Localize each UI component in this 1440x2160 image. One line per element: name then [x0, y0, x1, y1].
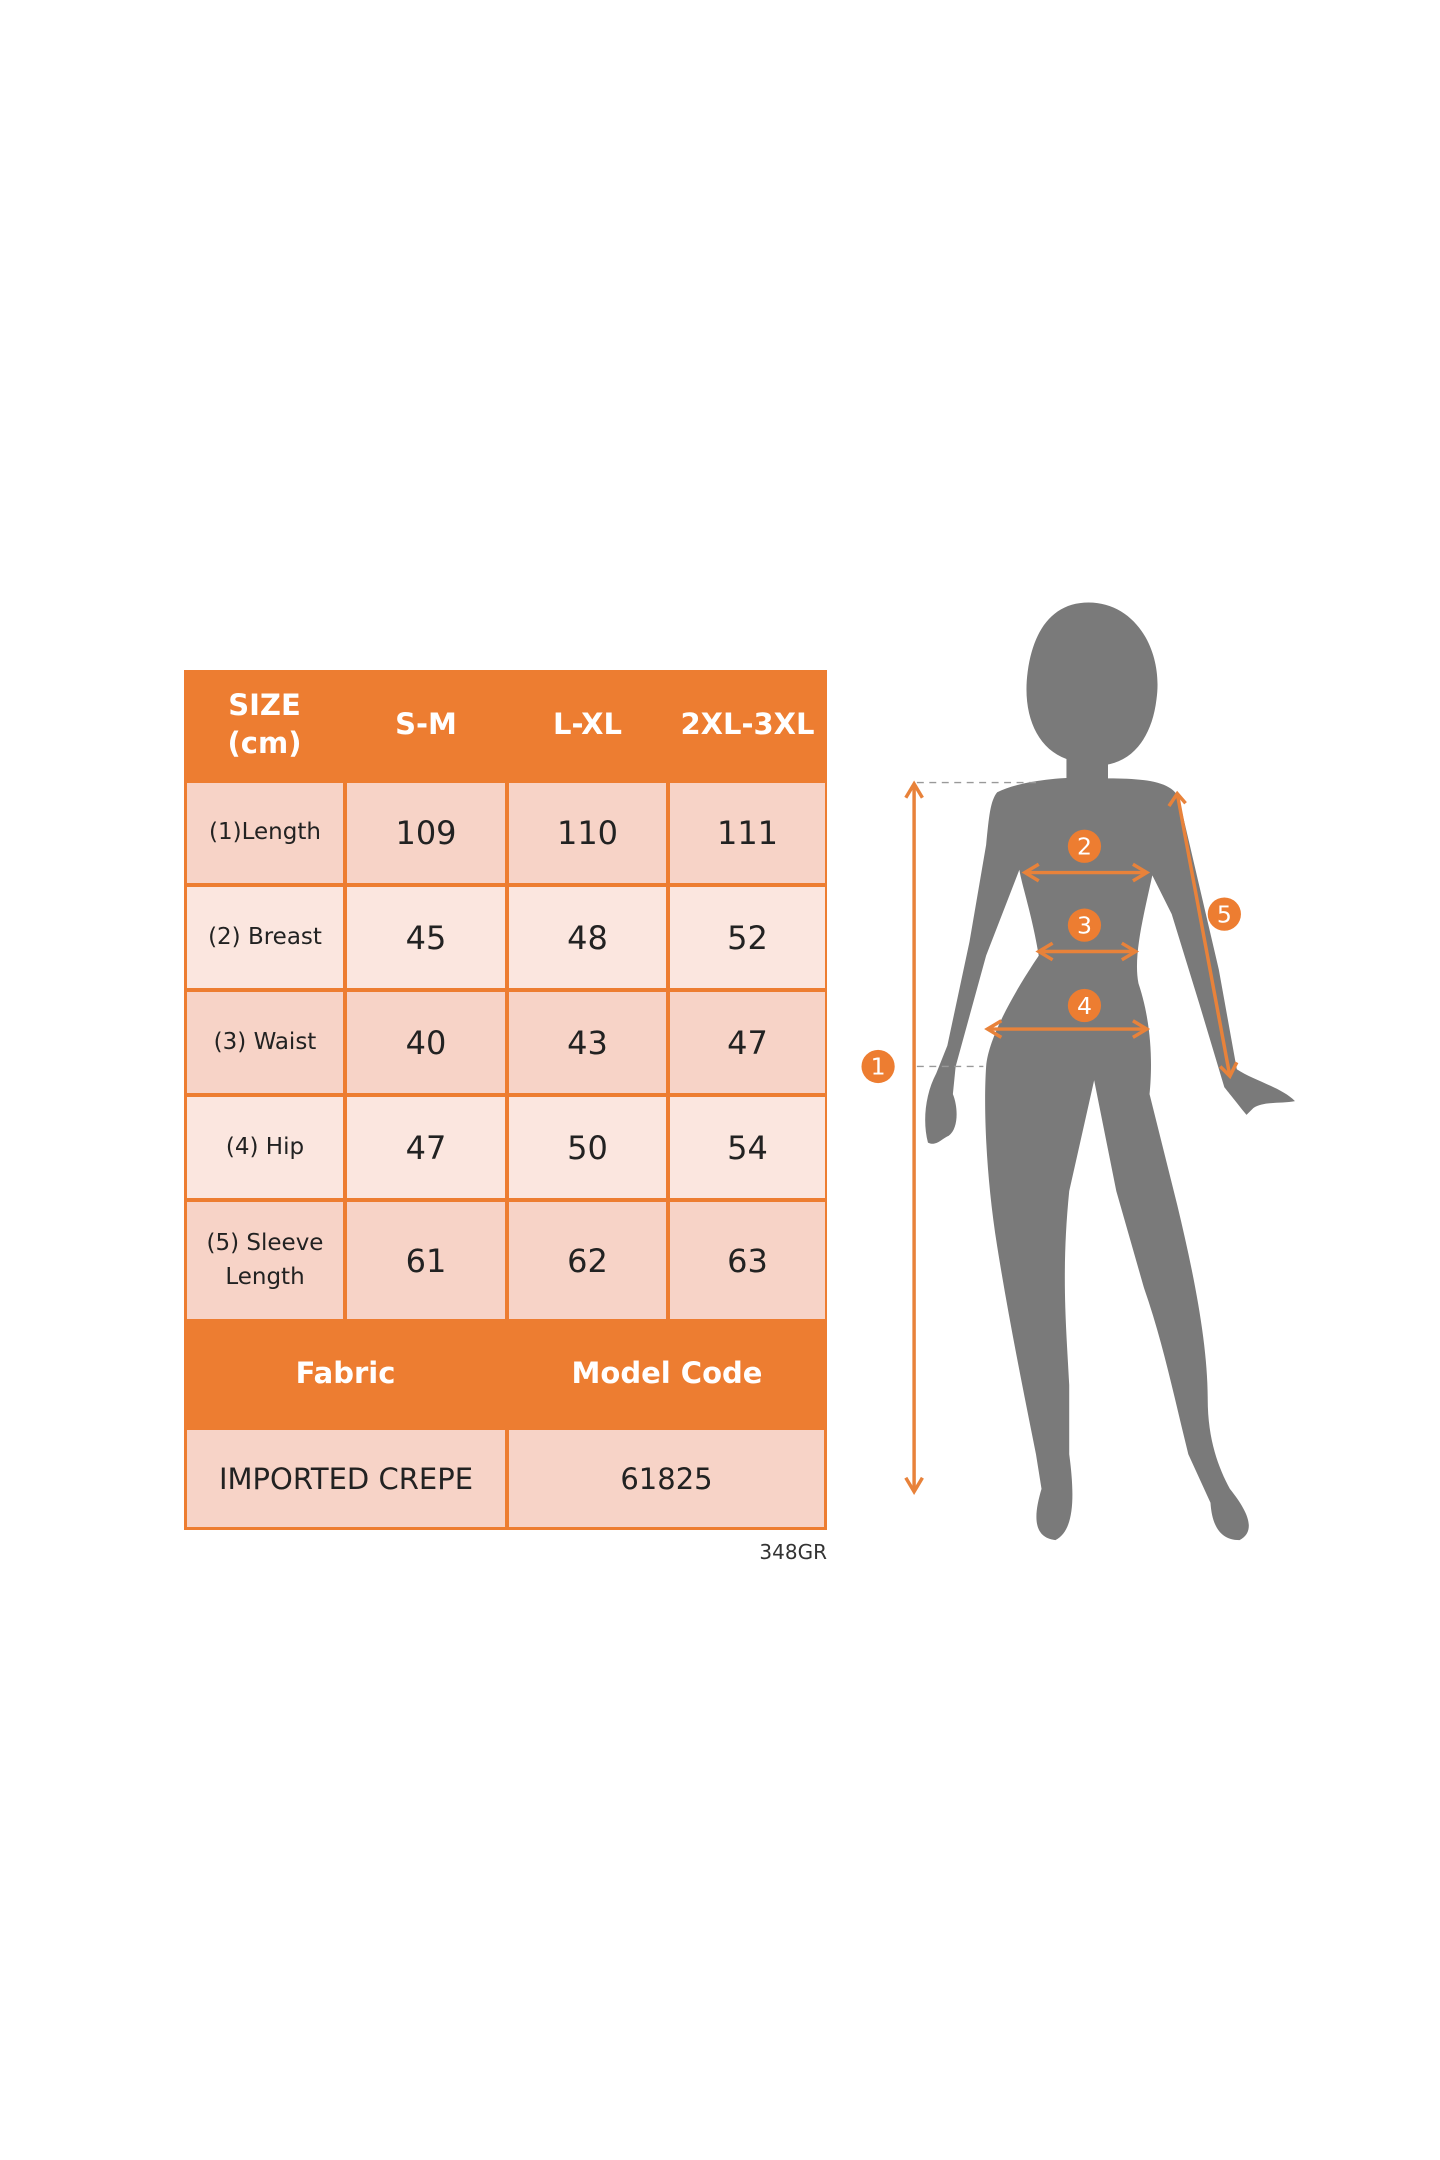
table-cell: 52	[670, 887, 825, 988]
column-header: L-XL	[553, 707, 622, 742]
table-cell: 109	[347, 783, 505, 883]
row-label: (4) Hip	[187, 1097, 343, 1198]
table-cell: 50	[509, 1097, 666, 1198]
table-cell: 62	[509, 1202, 666, 1319]
row-label: (3) Waist	[187, 992, 343, 1093]
column-header: SIZE (cm)	[227, 688, 302, 760]
row-label: (2) Breast	[187, 887, 343, 988]
table-cell: 63	[670, 1202, 825, 1319]
fabric-header: Fabric	[295, 1355, 396, 1390]
marker-circle-4	[1067, 988, 1102, 1023]
model-code-value: 61825	[509, 1430, 824, 1527]
marker-circle-1	[861, 1049, 895, 1084]
marker-label: 2	[1077, 833, 1092, 861]
measure-lines	[904, 780, 1239, 1496]
marker-circle-5	[1207, 897, 1241, 931]
table-cell: 111	[670, 783, 825, 883]
table-cell: 45	[347, 887, 505, 988]
column-header: 2XL-3XL	[680, 707, 815, 742]
marker-circle-3	[1067, 908, 1102, 942]
table-cell: 110	[509, 783, 666, 883]
marker-label: 3	[1077, 911, 1092, 939]
table-cell: 48	[509, 887, 666, 988]
row-label: (5) Sleeve Length	[187, 1202, 343, 1319]
table-cell: 61	[347, 1202, 505, 1319]
guide-lines	[916, 781, 1042, 1068]
marker-circle-2	[1067, 829, 1102, 863]
table-cell: 47	[670, 992, 825, 1093]
row-label: (1)Length	[187, 783, 343, 883]
model-code-header: Model Code	[571, 1355, 763, 1390]
silhouette	[925, 602, 1295, 1541]
fabric-value: IMPORTED CREPE	[187, 1430, 505, 1527]
product-code: 348GR	[759, 1540, 827, 1564]
marker-label: 4	[1077, 992, 1092, 1020]
table-cell: 43	[509, 992, 666, 1093]
size-chart-table: SIZE (cm) S-M L-XL 2XL-3XL (1)Length 109 110 11…	[184, 670, 827, 1530]
marker-label: 1	[871, 1053, 886, 1081]
table-cell: 40	[347, 992, 505, 1093]
table-cell: 54	[670, 1097, 825, 1198]
column-header: S-M	[395, 707, 457, 742]
marker-label: 5	[1217, 900, 1232, 928]
table-cell: 47	[347, 1097, 505, 1198]
